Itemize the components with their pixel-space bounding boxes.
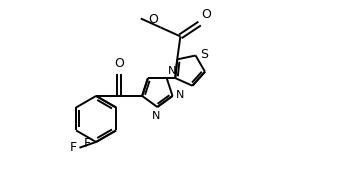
Text: S: S	[200, 48, 208, 61]
Text: N: N	[168, 66, 176, 77]
Text: O: O	[201, 8, 211, 21]
Text: F: F	[70, 141, 77, 154]
Text: O: O	[148, 13, 158, 26]
Text: F: F	[84, 137, 91, 150]
Text: O: O	[114, 57, 124, 70]
Text: N: N	[176, 90, 184, 100]
Text: N: N	[151, 111, 160, 121]
